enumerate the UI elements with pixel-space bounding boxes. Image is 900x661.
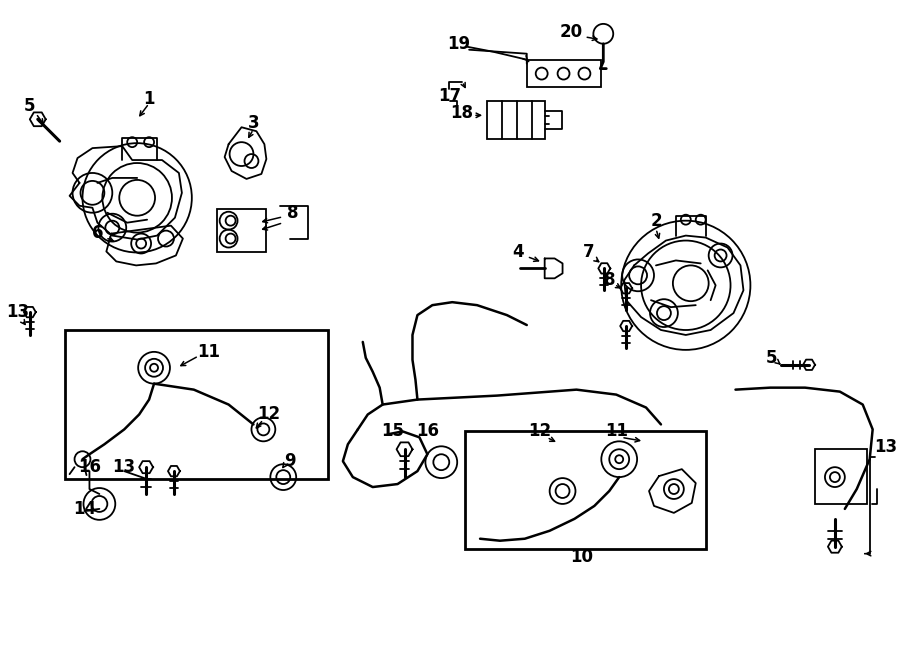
Text: 4: 4 [512, 243, 524, 262]
Text: 5: 5 [766, 349, 777, 367]
Bar [526, 59, 601, 87]
Text: 2: 2 [650, 212, 662, 229]
Text: 16: 16 [78, 458, 101, 476]
Text: 18: 18 [451, 104, 473, 122]
Bar [815, 449, 867, 504]
Bar [65, 330, 328, 479]
Bar [465, 432, 706, 549]
Circle shape [593, 24, 613, 44]
Text: 11: 11 [197, 343, 220, 361]
Circle shape [226, 233, 236, 243]
Text: 1: 1 [143, 91, 155, 108]
Text: 7: 7 [582, 243, 594, 262]
Bar [487, 101, 544, 139]
Circle shape [579, 67, 590, 79]
Text: 11: 11 [605, 422, 627, 440]
Text: 9: 9 [284, 452, 296, 470]
Bar [217, 209, 266, 253]
Circle shape [226, 215, 236, 225]
Text: 10: 10 [570, 547, 593, 566]
Text: 3: 3 [248, 114, 259, 132]
Text: 20: 20 [560, 23, 583, 41]
Text: 13: 13 [112, 458, 136, 476]
Text: 19: 19 [447, 35, 471, 53]
Text: 17: 17 [437, 87, 461, 106]
Text: 5: 5 [24, 97, 36, 116]
Text: 13: 13 [875, 438, 898, 456]
Text: 6: 6 [92, 223, 104, 242]
Circle shape [536, 67, 547, 79]
Text: 8: 8 [604, 271, 615, 290]
Text: 12: 12 [528, 422, 552, 440]
Circle shape [558, 67, 570, 79]
Text: 13: 13 [6, 303, 30, 321]
Text: 8: 8 [287, 204, 299, 221]
Text: 16: 16 [416, 422, 439, 440]
Text: 12: 12 [256, 405, 280, 424]
Text: 15: 15 [381, 422, 404, 440]
Text: 14: 14 [73, 500, 96, 518]
